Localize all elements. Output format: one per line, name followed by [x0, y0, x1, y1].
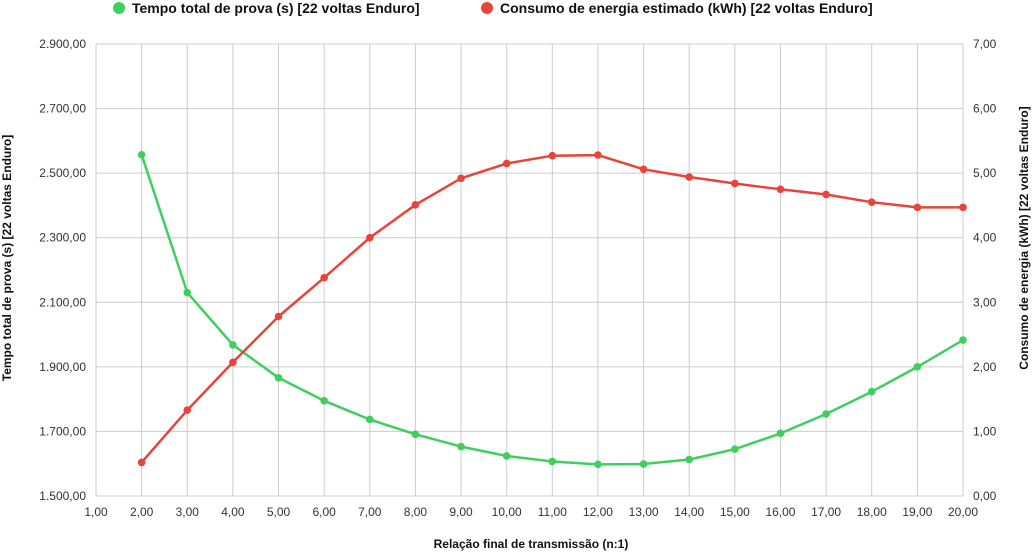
data-point-consumo: [411, 200, 420, 209]
data-point-tempo: [594, 460, 602, 469]
legend-marker-tempo: [113, 2, 125, 14]
x-tick-label: 17,00: [811, 505, 841, 519]
y-axis-title-left: Tempo total de prova (s) [22 voltas Endu…: [0, 135, 14, 381]
grid-lines: [95, 43, 964, 497]
y-right-tick-label: 3,00: [973, 295, 997, 309]
series-lines: [137, 150, 967, 469]
y-right-tick-label: 0,00: [973, 489, 997, 503]
data-point-tempo: [183, 288, 192, 297]
legend-label-consumo: Consumo de energia estimado (kWh) [22 vo…: [500, 0, 873, 16]
data-point-consumo: [822, 190, 830, 199]
data-point-consumo: [548, 151, 557, 160]
y-right-tick-label: 5,00: [973, 166, 997, 180]
y-left-tick-label: 1.500,00: [39, 489, 86, 503]
data-point-consumo: [776, 185, 785, 194]
x-tick-label: 5,00: [267, 505, 291, 519]
y-left-tick-label: 2.700,00: [39, 102, 86, 116]
x-tick-label: 7,00: [358, 505, 382, 519]
y-left-tick-label: 1.700,00: [39, 424, 86, 438]
x-tick-label: 9,00: [449, 505, 473, 519]
x-tick-label: 12,00: [583, 505, 613, 519]
x-tick-label: 18,00: [857, 505, 887, 519]
y-axis-title-right: Consumo de energia (kWh) [22 voltas Endu…: [1017, 106, 1031, 369]
data-point-tempo: [913, 363, 922, 371]
x-tick-label: 11,00: [538, 505, 567, 519]
data-point-tempo: [867, 387, 876, 396]
legend-label-tempo: Tempo total de prova (s) [22 voltas Endu…: [132, 0, 420, 16]
legend: Tempo total de prova (s) [22 voltas Endu…: [113, 0, 873, 16]
y-left-tick-label: 2.100,00: [39, 295, 86, 309]
x-tick-label: 20,00: [948, 505, 978, 519]
y-right-tick-label: 6,00: [973, 102, 997, 116]
data-point-consumo: [502, 159, 511, 168]
x-tick-label: 4,00: [221, 505, 245, 519]
data-point-consumo: [183, 406, 192, 414]
data-point-tempo: [274, 374, 283, 382]
data-point-consumo: [685, 173, 694, 181]
y-left-tick-label: 1.900,00: [39, 360, 86, 374]
x-tick-label: 14,00: [674, 505, 704, 519]
x-tick-label: 15,00: [720, 505, 750, 519]
data-point-tempo: [229, 341, 237, 349]
data-point-consumo: [229, 358, 237, 367]
data-point-consumo: [137, 458, 146, 467]
y-left-tick-label: 2.300,00: [39, 231, 86, 245]
data-point-tempo: [776, 429, 785, 438]
data-point-tempo: [411, 430, 420, 439]
y-right-tick-label: 1,00: [973, 424, 997, 438]
x-tick-label: 10,00: [492, 505, 522, 519]
data-point-tempo: [457, 442, 465, 451]
data-point-consumo: [639, 165, 648, 174]
data-point-tempo: [822, 410, 830, 418]
data-point-consumo: [913, 203, 922, 212]
data-point-consumo: [959, 203, 967, 212]
x-tick-label: 1,00: [84, 505, 108, 519]
x-tick-label: 19,00: [902, 505, 932, 519]
x-tick-label: 13,00: [629, 505, 659, 519]
data-point-consumo: [867, 198, 876, 206]
x-tick-label: 2,00: [130, 505, 154, 519]
x-tick-label: 6,00: [312, 505, 336, 519]
data-point-tempo: [548, 457, 557, 466]
axis-tick-labels: 1,00 2,00 3,00 4,00 5,00 6,00 7,00 8,00 9,00 10,0…: [39, 37, 996, 519]
data-point-tempo: [731, 445, 739, 453]
legend-marker-consumo: [481, 2, 493, 14]
data-point-tempo: [365, 415, 374, 424]
x-tick-label: 16,00: [765, 505, 795, 519]
data-point-consumo: [457, 174, 465, 183]
x-axis-title: Relação final de transmissão (n:1): [434, 537, 629, 551]
data-point-tempo: [502, 452, 511, 460]
y-left-tick-label: 2.500,00: [39, 166, 86, 180]
data-point-consumo: [365, 233, 374, 242]
data-point-consumo: [274, 312, 283, 321]
data-point-tempo: [137, 150, 146, 159]
x-tick-label: 3,00: [176, 505, 200, 519]
data-point-tempo: [320, 396, 328, 405]
y-right-tick-label: 7,00: [973, 37, 997, 51]
data-point-consumo: [594, 151, 602, 159]
data-point-tempo: [685, 455, 694, 464]
y-right-tick-label: 4,00: [973, 231, 997, 245]
x-tick-label: 8,00: [404, 505, 428, 519]
y-left-tick-label: 2.900,00: [39, 37, 86, 51]
data-point-tempo: [639, 460, 648, 468]
data-point-tempo: [959, 336, 967, 344]
y-right-tick-label: 2,00: [973, 360, 997, 374]
data-point-consumo: [320, 273, 328, 282]
data-point-consumo: [731, 179, 739, 188]
